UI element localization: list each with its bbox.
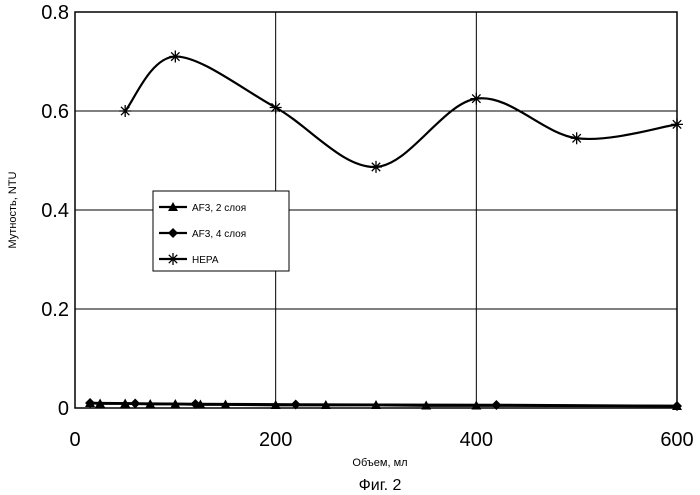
asterisk-marker — [119, 105, 131, 117]
x-tick-label: 400 — [460, 429, 493, 451]
asterisk-marker — [270, 102, 282, 114]
x-tick-label: 200 — [259, 429, 292, 451]
y-axis-ticks: 0 0.2 0.4 0.6 0.8 — [41, 2, 69, 420]
series-line — [125, 57, 677, 167]
asterisk-marker — [571, 132, 583, 144]
asterisk-marker — [671, 118, 683, 130]
y-tick-label: 0.6 — [41, 101, 69, 123]
series-asterisk — [119, 51, 683, 173]
diamond-marker — [130, 399, 140, 409]
legend-label: HEPA — [192, 255, 219, 266]
asterisk-marker — [470, 93, 482, 105]
x-tick-label: 600 — [660, 429, 693, 451]
legend: AF3, 2 слоя AF3, 4 слоя HEPA — [153, 191, 289, 271]
y-axis-label: Мутность, NTU — [7, 171, 19, 248]
legend-label: AF3, 2 слоя — [192, 203, 246, 214]
figure-caption: Фиг. 2 — [359, 477, 402, 494]
asterisk-marker — [370, 161, 382, 173]
y-tick-label: 0 — [58, 398, 69, 420]
asterisk-marker — [167, 253, 179, 265]
y-tick-label: 0.8 — [41, 2, 69, 24]
x-axis-label: Объем, мл — [352, 457, 407, 469]
y-tick-label: 0.4 — [41, 200, 69, 222]
legend-label: AF3, 4 слоя — [192, 229, 246, 240]
series-diamond — [85, 398, 682, 411]
x-tick-label: 0 — [69, 429, 80, 451]
x-axis-ticks: 0 200 400 600 — [69, 429, 693, 451]
y-tick-label: 0.2 — [41, 299, 69, 321]
asterisk-marker — [169, 51, 181, 63]
